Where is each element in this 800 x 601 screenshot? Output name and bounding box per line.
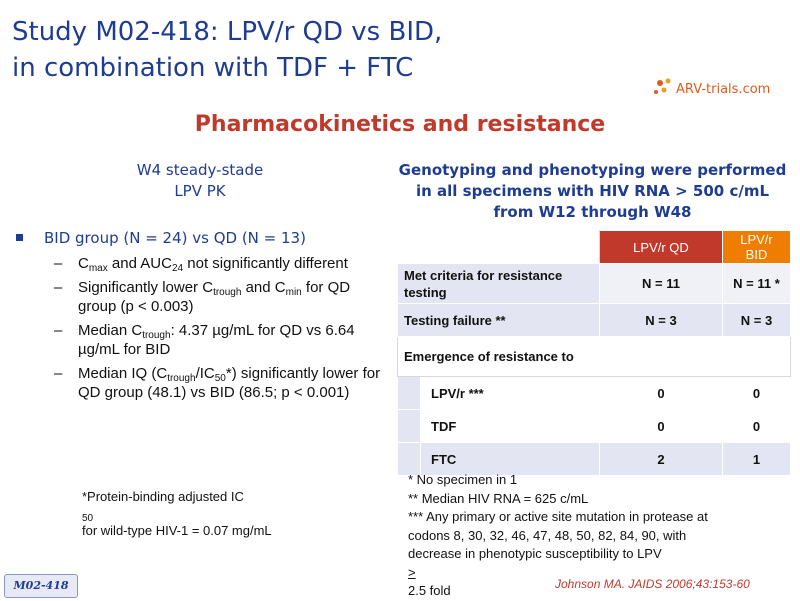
indent-cell [397, 409, 421, 443]
dash-icon: – [54, 255, 63, 272]
text-run: *) significantly lower for QD group (48.… [78, 365, 381, 401]
bullet-main: BID group (N = 24) vs QD (N = 13) [14, 228, 384, 248]
subscript: 50 [214, 373, 226, 384]
pk-bullet-list: BID group (N = 24) vs QD (N = 13) – Cmax… [14, 228, 384, 407]
table-row: LPV/r *** 0 0 [397, 376, 792, 410]
footnote-line-2: for wild-type HIV-1 = 0.07 mg/mL [82, 523, 272, 538]
emergence-label: Emergence of resistance to [397, 336, 791, 377]
table-row: TDF 0 0 [397, 409, 792, 443]
subscript: max [88, 263, 108, 274]
text-run: and C [241, 279, 286, 296]
text-run: 2.5 fold [408, 583, 451, 598]
row-qd-value: N = 3 [598, 303, 723, 337]
bullet-main-text: BID group (N = 24) vs QD (N = 13) [44, 229, 306, 247]
row-label: Met criteria for resistance testing [397, 263, 600, 304]
table-notes: * No specimen in 1 ** Median HIV RNA = 6… [408, 471, 798, 601]
ge-symbol: > [408, 564, 416, 580]
resistance-table: LPV/r QD LPV/r BID Met criteria for resi… [397, 230, 792, 476]
note-1: * No specimen in 1 [408, 472, 518, 487]
dash-icon: – [54, 279, 63, 296]
sub-bullet-1: – Cmax and AUC24 not significantly diffe… [14, 254, 384, 274]
row-bid-value: 0 [721, 376, 792, 410]
note-2: ** Median HIV RNA = 625 c/mL [408, 490, 589, 506]
study-badge: M02-418 [4, 574, 78, 598]
subscript: 24 [171, 263, 184, 274]
sub-bullet-2: – Significantly lower Ctrough and Cmin f… [14, 278, 384, 316]
text-run: not significantly different [183, 255, 348, 272]
text-run: Median C [78, 322, 143, 339]
table-row: FTC 2 1 [397, 442, 792, 476]
title-line-1: Study M02-418: LPV/r QD vs BID, [12, 17, 443, 47]
note-3: *** Any primary or active site mutation … [408, 509, 708, 524]
text-run: : 4.37 µg/mL for QD vs 6.64 µg/mL for BI… [78, 322, 355, 358]
text-run: Median IQ (C [78, 365, 168, 382]
indent-cell [397, 376, 421, 410]
row-qd-value: N = 11 [598, 263, 723, 304]
logo-text: ARV-trials.com [676, 82, 770, 97]
header-lpv-bid: LPV/r BID [721, 230, 792, 264]
note-5: decrease in phenotypic susceptibility to… [408, 545, 798, 601]
text-run: /IC [195, 365, 215, 382]
table-row: Met criteria for resistance testing N = … [397, 263, 792, 304]
row-label: TDF [420, 409, 600, 443]
row-bid-value: 1 [721, 442, 792, 476]
text-run: for QD group (p < 0.003) [78, 279, 351, 315]
subscript: trough [213, 287, 242, 298]
citation: Johnson MA. JAIDS 2006;43:153-60 [555, 577, 750, 591]
slide-subtitle: Pharmacokinetics and resistance [194, 112, 606, 137]
row-label: Testing failure ** [397, 303, 600, 337]
note-4: codons 8, 30, 32, 46, 47, 48, 50, 82, 84… [408, 527, 687, 543]
sub-bullet-4: – Median IQ (Ctrough/IC50*) significantl… [14, 364, 384, 402]
text-run: C [78, 255, 89, 272]
row-qd-value: 0 [598, 376, 723, 410]
text-run: decrease in phenotypic susceptibility to… [408, 546, 662, 561]
sub-bullet-3: – Median Ctrough: 4.37 µg/mL for QD vs 6… [14, 321, 384, 359]
row-qd-value: 2 [598, 442, 723, 476]
dash-icon: – [54, 365, 63, 382]
row-qd-value: 0 [598, 409, 723, 443]
header-blank-cell [397, 230, 600, 264]
indent-cell [397, 442, 421, 476]
genotyping-heading-line-1: Genotyping and phenotyping were performe… [398, 161, 787, 179]
text-run: and AUC [107, 255, 172, 272]
pk-heading-line-1: W4 steady-stade [136, 161, 264, 179]
title-line-2: in combination with TDF + FTC [12, 53, 414, 83]
row-bid-value: N = 3 [721, 303, 792, 337]
row-label: LPV/r *** [420, 376, 600, 410]
subscript: trough [142, 330, 171, 341]
table-row: Testing failure ** N = 3 N = 3 [397, 303, 792, 337]
row-bid-value: 0 [721, 409, 792, 443]
square-bullet-icon [16, 234, 23, 241]
subscript: trough [167, 373, 196, 384]
dash-icon: – [54, 322, 63, 339]
footnote-line-1: *Protein-binding adjusted IC 50 [82, 488, 382, 524]
subscript: 50 [82, 513, 94, 524]
subscript: min [285, 287, 302, 298]
slide-title: Study M02-418: LPV/r QD vs BID, in combi… [12, 14, 572, 86]
pk-heading: W4 steady-stade LPV PK [100, 160, 300, 202]
text-run: Significantly lower C [78, 279, 214, 296]
table-header-row: LPV/r QD LPV/r BID [397, 230, 792, 264]
row-bid-value: N = 11 * [721, 263, 792, 304]
genotyping-heading-line-2: in all specimens with HIV RNA > 500 c/mL [415, 182, 770, 200]
genotyping-heading: Genotyping and phenotyping were performe… [395, 160, 790, 223]
header-lpv-qd: LPV/r QD [598, 230, 723, 264]
table-row-emergence: Emergence of resistance to [397, 336, 791, 377]
genotyping-heading-line-3: from W12 through W48 [493, 203, 692, 221]
protein-binding-footnote: *Protein-binding adjusted IC 50 for wild-… [82, 488, 382, 539]
row-label: FTC [420, 442, 600, 476]
pk-heading-line-2: LPV PK [174, 182, 226, 200]
logo-mark-icon [654, 78, 671, 94]
text-run: *Protein-binding adjusted IC [82, 489, 244, 504]
arv-trials-logo: ARV-trials.com [654, 78, 770, 97]
